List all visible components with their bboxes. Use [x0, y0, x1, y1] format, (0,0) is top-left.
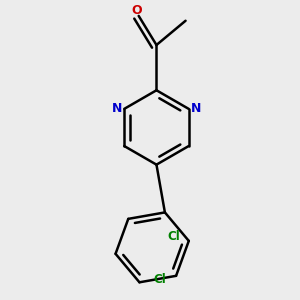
- Text: Cl: Cl: [154, 273, 166, 286]
- Text: N: N: [112, 102, 122, 116]
- Text: Cl: Cl: [168, 230, 181, 242]
- Text: N: N: [190, 102, 201, 116]
- Text: O: O: [132, 4, 142, 16]
